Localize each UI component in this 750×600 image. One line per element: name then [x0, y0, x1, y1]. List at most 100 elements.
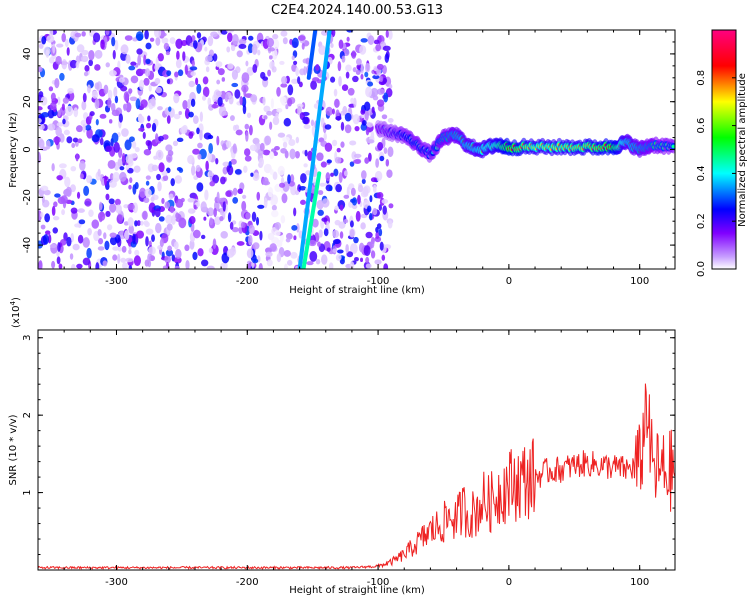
- spectrogram-cell: [338, 172, 343, 184]
- snr-x-tick-label: -300: [105, 577, 128, 588]
- spectrogram-cell: [109, 202, 117, 213]
- spectrogram-cell: [372, 74, 380, 80]
- spectrogram-cell: [158, 135, 164, 142]
- colorbar-frame: [711, 29, 737, 270]
- spectrogram-cell: [204, 46, 208, 52]
- spectrogram-cell: [266, 37, 275, 48]
- spectrogram-cell: [317, 190, 324, 196]
- spectrogram-cell: [311, 218, 319, 228]
- spectrogram-cell: [207, 170, 213, 177]
- spectrogram-cell: [169, 205, 175, 214]
- spectrogram-cell: [341, 55, 346, 63]
- spectrogram-cell: [61, 33, 66, 43]
- spectrogram-cell: [381, 114, 388, 120]
- spectrogram-cell: [297, 76, 301, 85]
- spectrogram-cell: [362, 119, 367, 126]
- spectrogram-cell: [363, 245, 371, 257]
- spectrogram-cell: [345, 243, 349, 254]
- spectrogram-cell: [352, 75, 359, 83]
- spectrogram-cell: [175, 248, 182, 259]
- spectrogram-cell: [331, 108, 335, 115]
- spectrogram-cell: [239, 95, 243, 106]
- spectrogram-cell: [170, 178, 175, 187]
- snr-y-ticks: 1 2 3: [22, 335, 675, 571]
- spectrogram-cell: [279, 182, 286, 188]
- spectrogram-cell: [165, 214, 173, 224]
- spectrogram-cell: [103, 232, 107, 240]
- snr-y-scale-label: (x104): [9, 297, 22, 328]
- spectrogram-cell: [97, 246, 105, 251]
- spectrogram-cell: [321, 198, 330, 208]
- spectrogram-cell: [97, 211, 106, 222]
- spectrogram-cell: [276, 86, 281, 97]
- spectrogram-cell: [230, 158, 237, 165]
- spectrogram-cell: [134, 181, 139, 190]
- spectrogram-cell: [133, 165, 141, 173]
- spectrogram-cell: [334, 205, 339, 211]
- spectrogram-cell: [290, 174, 295, 184]
- spectrogram-cell: [201, 95, 207, 101]
- spectrogram-cell: [205, 160, 209, 172]
- spectrogram-cell: [364, 62, 371, 73]
- spectrogram-cell: [38, 66, 43, 73]
- spectrogram-cell: [184, 244, 190, 252]
- spectrogram-cell: [340, 141, 345, 148]
- spectrogram-cell: [134, 146, 140, 153]
- spectrogram-cell: [334, 156, 342, 164]
- spectrogram-cell: [192, 229, 201, 239]
- spectrogram-cell: [271, 66, 277, 73]
- spectrogram-cell: [386, 169, 393, 178]
- spectrogram-cell: [117, 246, 122, 252]
- spectrogram-cell: [94, 64, 101, 71]
- spectrogram-cell: [346, 36, 350, 42]
- spectrogram-cell: [53, 215, 60, 221]
- spectrogram-cell: [165, 144, 173, 152]
- spectrogram-x-tick-label: -200: [236, 276, 259, 287]
- spectrogram-streak: [301, 171, 322, 269]
- colorbar-gradient: [712, 30, 736, 269]
- spectrogram-cell: [224, 93, 229, 103]
- spectrogram-cell: [231, 69, 239, 80]
- spectrogram-cell: [84, 198, 92, 207]
- spectrogram-cell: [153, 155, 158, 160]
- spectrogram-cell: [115, 204, 122, 214]
- spectrogram-cell: [303, 65, 307, 76]
- spectrogram-cell: [151, 164, 159, 172]
- spectrogram-cell: [360, 63, 364, 74]
- spectrogram-cell: [286, 259, 293, 266]
- spectrogram-cell: [369, 195, 373, 203]
- spectrogram-cell: [72, 243, 80, 251]
- spectrogram-cell: [56, 256, 61, 265]
- spectrogram-cell: [372, 184, 377, 194]
- spectrogram-cell: [155, 133, 159, 144]
- spectrogram-cell: [365, 126, 370, 136]
- spectrogram-cell: [310, 119, 315, 127]
- spectrogram-cell: [294, 150, 300, 159]
- spectrogram-cell: [207, 35, 214, 47]
- spectrogram-cell: [184, 108, 190, 119]
- spectrogram-cell: [153, 30, 162, 38]
- snr-x-ticks: -300 -200 -100 0 100: [37, 330, 667, 588]
- spectrogram-cell: [105, 210, 111, 218]
- spectrogram-cell: [353, 236, 359, 244]
- spectrogram-cell: [161, 37, 169, 44]
- spectrogram-cell: [267, 232, 275, 241]
- spectrogram-cell: [166, 70, 172, 77]
- colorbar-label: Normalized spectral amplitude: [737, 73, 748, 227]
- spectrogram-cell: [377, 55, 382, 60]
- spectrogram-cell: [343, 219, 349, 224]
- spectrogram-cell: [158, 216, 165, 222]
- spectrogram-cell: [125, 164, 130, 170]
- spectrogram-cell: [109, 70, 117, 77]
- spectrogram-cell: [42, 234, 49, 245]
- spectrogram-cell: [145, 180, 150, 186]
- spectrogram-cell: [222, 111, 229, 116]
- spectrogram-cell: [230, 44, 236, 52]
- spectrogram-cell: [317, 241, 321, 247]
- spectrogram-cell: [74, 223, 81, 228]
- spectrogram-cell: [270, 98, 274, 109]
- spectrogram-cell: [150, 196, 155, 202]
- spectrogram-cell: [40, 185, 49, 191]
- spectrogram-cell: [191, 165, 196, 176]
- spectrogram-cell: [309, 250, 318, 262]
